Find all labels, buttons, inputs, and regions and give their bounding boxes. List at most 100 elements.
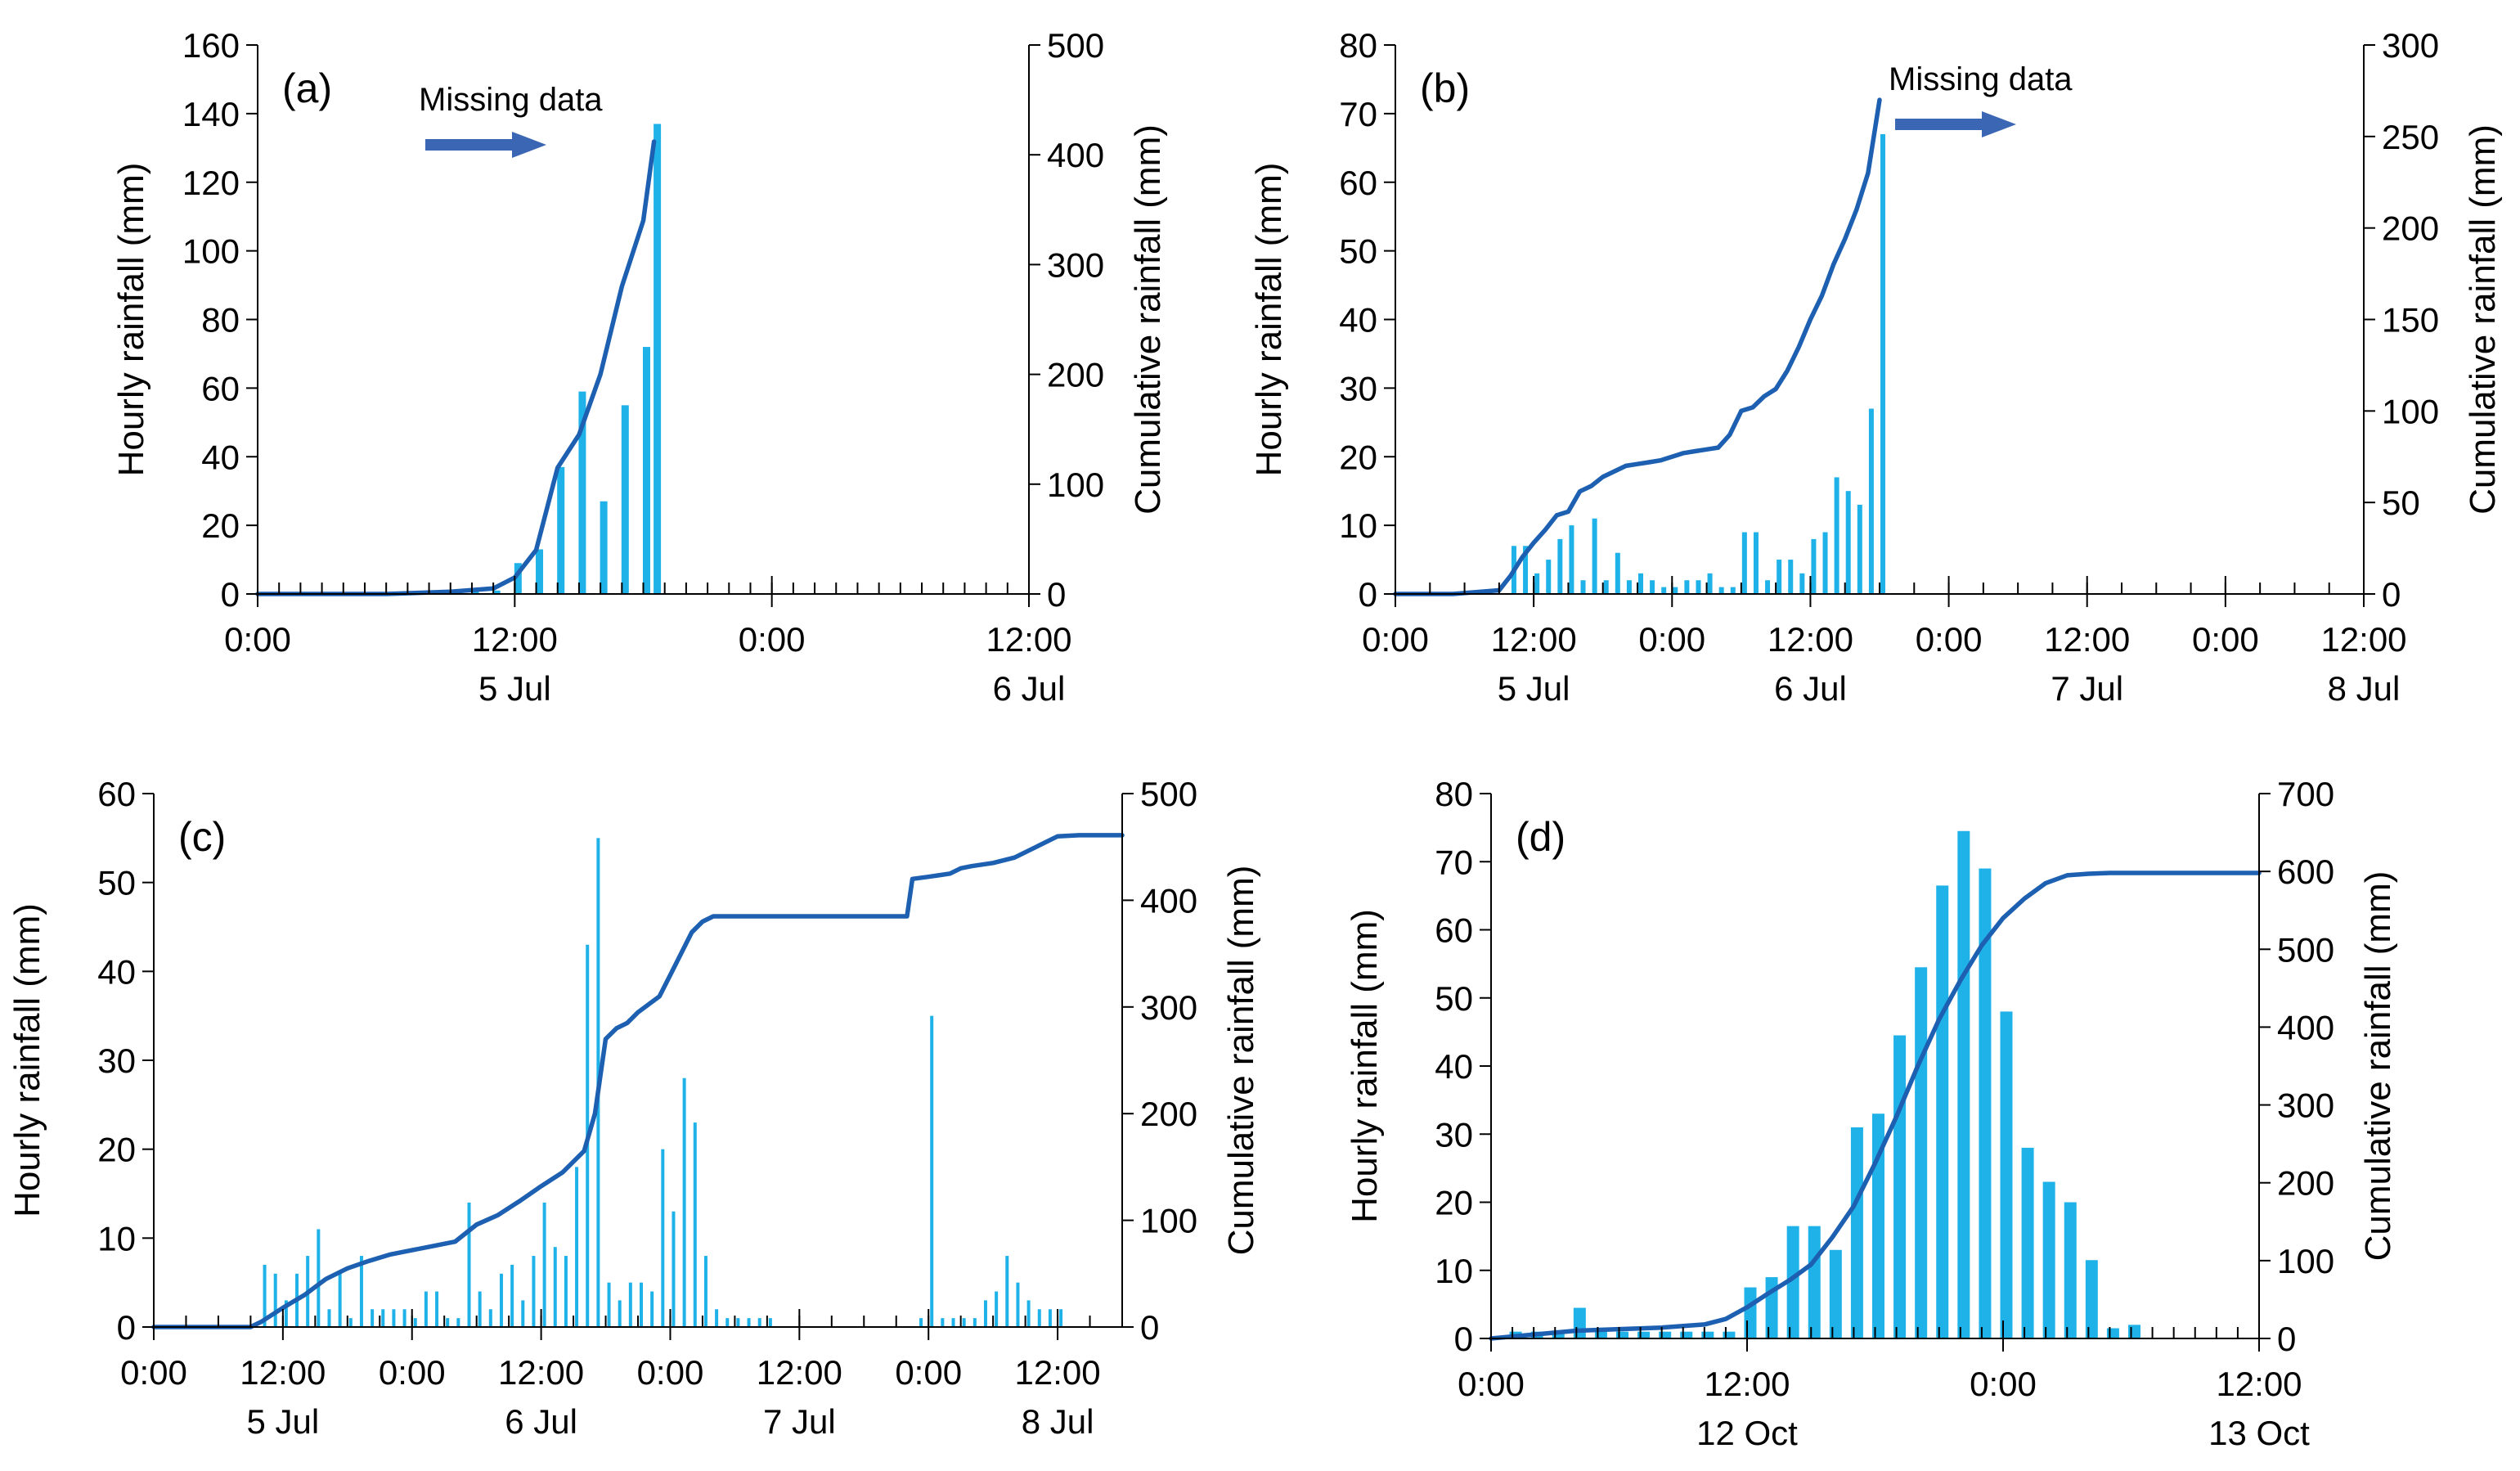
bar-c-h-6 — [327, 1309, 331, 1327]
missing-data-label-a: Missing data — [419, 82, 603, 118]
ytick-label-b-3: 30 — [1339, 369, 1377, 407]
xtick-label-c-6: 0:00 — [895, 1353, 962, 1392]
bar-d-h-23 — [2000, 1011, 2013, 1338]
y2tick-label-b-5: 250 — [2382, 118, 2439, 156]
ytick-label-a-0: 0 — [221, 575, 240, 614]
ytick-label-c-6: 60 — [97, 775, 136, 813]
xtick-label-a-2: 0:00 — [739, 620, 806, 659]
bar-d-h-16 — [1850, 1127, 1863, 1338]
bar-c-h-28 — [564, 1256, 568, 1327]
ytick-label-d-2: 20 — [1435, 1184, 1473, 1222]
bar-c-h-55 — [995, 1291, 999, 1327]
ytick-label-a-1: 20 — [201, 506, 240, 545]
bar-b-h-21 — [1753, 532, 1759, 594]
ytick-label-c-2: 20 — [97, 1131, 136, 1169]
bar-c-h-57 — [1016, 1282, 1020, 1327]
bar-b-h-19 — [1730, 587, 1736, 594]
ytick-label-d-3: 30 — [1435, 1115, 1473, 1154]
bar-c-h-17 — [446, 1318, 450, 1327]
y2tick-label-d-0: 0 — [2277, 1320, 2296, 1358]
xtick-label-c-2: 0:00 — [379, 1353, 446, 1392]
bar-b-h-30 — [1857, 504, 1862, 594]
y2tick-label-a-5: 500 — [1047, 26, 1104, 65]
ytick-label-b-5: 50 — [1339, 232, 1377, 271]
xtick-label-a-3: 12:00 — [986, 620, 1071, 659]
xtick-date-c-7: 8 Jul — [1022, 1402, 1094, 1441]
bar-c-h-18 — [456, 1318, 460, 1327]
bar-b-h-1 — [1523, 546, 1529, 594]
panel-label-b: (b) — [1420, 65, 1470, 111]
y2tick-label-a-2: 200 — [1047, 356, 1104, 394]
xtick-date-c-3: 6 Jul — [505, 1402, 577, 1441]
y2tick-label-d-6: 600 — [2277, 852, 2334, 891]
y2tick-label-b-6: 300 — [2382, 26, 2439, 65]
y2tick-label-b-4: 200 — [2382, 209, 2439, 248]
bar-c-h-29 — [575, 1167, 579, 1327]
bar-c-h-8 — [348, 1318, 353, 1327]
ytick-label-a-5: 100 — [182, 232, 240, 271]
ytick-label-b-7: 70 — [1339, 95, 1377, 133]
bar-c-h-60 — [1048, 1309, 1052, 1327]
panel-a: 0 20 40 60 80 100 120 140 160 0 100 200 300 400 500 0:0… — [111, 26, 1168, 708]
ytick-label-d-8: 80 — [1435, 775, 1473, 813]
xtick-label-c-1: 12:00 — [240, 1353, 326, 1392]
bar-d-h-21 — [1957, 830, 1970, 1338]
xtick-label-b-0: 0:00 — [1362, 620, 1429, 659]
bar-a-h-10 — [471, 590, 479, 594]
bar-a-h-14 — [557, 466, 565, 594]
xtick-label-b-6: 0:00 — [2192, 620, 2259, 659]
ytick-label-b-4: 40 — [1339, 301, 1377, 340]
y2tick-label-c-2: 200 — [1140, 1095, 1197, 1133]
xtick-date-b-7: 8 Jul — [2328, 669, 2401, 708]
xtick-label-b-1: 12:00 — [1491, 620, 1577, 659]
bar-b-h-26 — [1811, 538, 1817, 594]
panel-c: 0 10 20 30 40 50 60 0 100 200 300 400 500 0:00 12:00 5 … — [7, 775, 1261, 1441]
bar-d-h-15 — [1829, 1249, 1842, 1338]
xtick-label-b-3: 12:00 — [1768, 620, 1853, 659]
ytick-label-a-4: 80 — [201, 301, 240, 340]
panel-b: 0 10 20 30 40 50 60 70 80 0 50 100 150 200 250 300 0:00 1… — [1249, 26, 2503, 708]
bar-b-h-2 — [1534, 573, 1540, 594]
bar-d-h-29 — [2128, 1325, 2140, 1338]
y2tick-label-a-3: 300 — [1047, 245, 1104, 284]
bar-c-h-45 — [747, 1318, 751, 1327]
y2tick-label-b-0: 0 — [2382, 575, 2401, 614]
bar-b-h-23 — [1777, 560, 1782, 594]
y2tick-label-a-4: 400 — [1047, 136, 1104, 174]
bar-c-h-24 — [521, 1300, 525, 1327]
bar-b-h-9 — [1615, 552, 1620, 594]
bar-c-h-20 — [478, 1291, 482, 1327]
bar-b-h-8 — [1603, 580, 1609, 594]
bar-c-h-39 — [682, 1077, 686, 1327]
ytick-label-d-4: 40 — [1435, 1047, 1473, 1086]
xtick-label-b-7: 12:00 — [2320, 620, 2406, 659]
y2tick-label-d-1: 100 — [2277, 1242, 2334, 1280]
y2tick-label-d-5: 500 — [2277, 930, 2334, 969]
y2label-b: Cumulative rainfall (mm) — [2463, 124, 2503, 515]
xtick-label-d-2: 0:00 — [1970, 1365, 2037, 1403]
y2tick-label-d-7: 700 — [2277, 775, 2334, 813]
bar-b-h-32 — [1880, 134, 1885, 595]
bar-d-h-9 — [1701, 1331, 1714, 1338]
bar-d-h-4 — [1594, 1331, 1607, 1338]
bar-c-h-48 — [919, 1318, 923, 1327]
y2tick-label-d-4: 400 — [2277, 1008, 2334, 1046]
xtick-date-b-3: 6 Jul — [1774, 669, 1847, 708]
ytick-label-b-6: 60 — [1339, 164, 1377, 202]
bar-c-h-1 — [273, 1273, 277, 1327]
bar-d-h-28 — [2106, 1328, 2119, 1338]
bar-b-h-6 — [1580, 580, 1586, 594]
y2tick-label-b-1: 50 — [2382, 484, 2420, 522]
bar-c-h-46 — [757, 1318, 761, 1327]
bar-c-h-41 — [703, 1256, 707, 1327]
arrow-shaft-a — [425, 139, 515, 151]
bar-a-x-0 — [654, 124, 662, 595]
ytick-label-b-1: 10 — [1339, 506, 1377, 545]
bar-c-h-15 — [424, 1291, 428, 1327]
bar-c-h-19 — [467, 1202, 471, 1327]
y2tick-label-c-1: 100 — [1140, 1202, 1197, 1240]
ytick-label-b-8: 80 — [1339, 26, 1377, 65]
xtick-label-d-0: 0:00 — [1458, 1365, 1525, 1403]
bar-c-h-5 — [317, 1229, 321, 1327]
